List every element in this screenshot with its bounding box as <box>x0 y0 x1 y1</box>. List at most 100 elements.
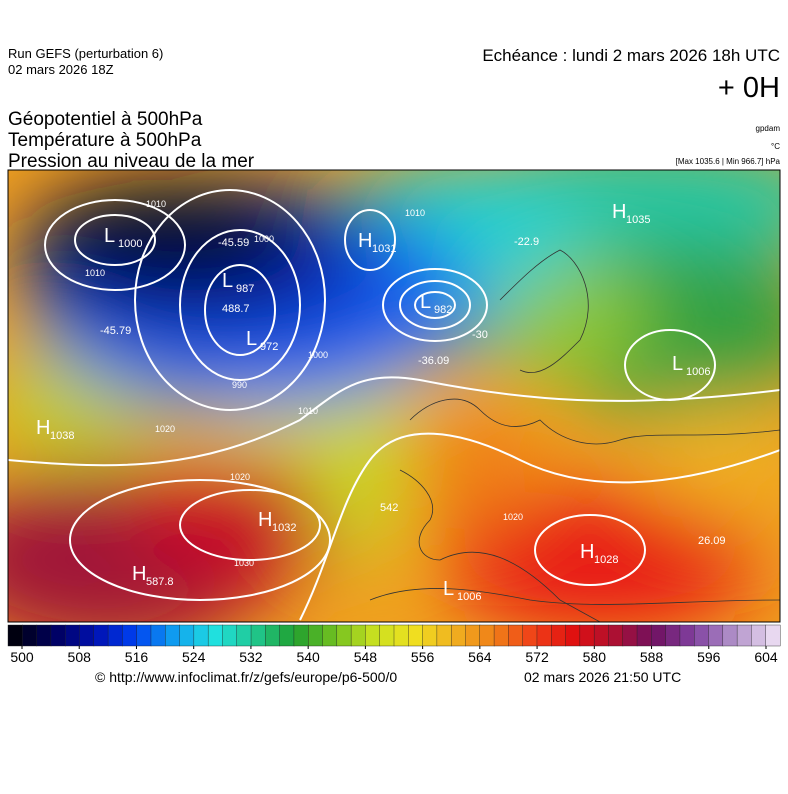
isobar-label: 1020 <box>230 472 250 482</box>
colorbar-swatch <box>694 624 710 647</box>
colorbar-swatch <box>308 624 324 647</box>
run-name: Run GEFS (perturbation 6) <box>8 46 163 61</box>
run-date: 02 mars 2026 18Z <box>8 62 114 77</box>
colorbar-swatch <box>93 624 109 647</box>
temperature-label: -22.9 <box>514 236 539 248</box>
temperature-label: -45.59 <box>218 237 249 249</box>
source: © http://www.infoclimat.fr/z/gefs/europe… <box>95 669 397 685</box>
colorbar: 500 508 516 524 532 540 548 556 564 572 580 588 596 6… <box>7 624 781 665</box>
colorbar-swatch <box>22 624 38 647</box>
isobar-label: 1000 <box>254 234 274 244</box>
temperature-label: 26.09 <box>698 535 726 547</box>
colorbar-tick-label: 516 <box>125 649 149 665</box>
isobars <box>8 189 780 621</box>
colorbar-tick-label: 596 <box>697 649 721 665</box>
colorbar-tick-label: 524 <box>182 649 206 665</box>
pressure-center-value: 1038 <box>50 430 74 442</box>
colorbar-swatch <box>179 624 195 647</box>
title-line: Pression au niveau de la mer <box>8 151 255 172</box>
temperature-label: -30 <box>472 329 488 341</box>
colorbar-swatch <box>736 624 752 647</box>
colorbar-swatch <box>7 624 23 647</box>
pressure-center-value: 1006 <box>457 591 481 603</box>
colorbar-swatch <box>36 624 52 647</box>
colorbar-swatch <box>207 624 223 647</box>
colorbar-tick-label: 604 <box>754 649 778 665</box>
pressure-center-symbol: H <box>580 541 594 563</box>
colorbar-swatch <box>79 624 95 647</box>
colorbar-swatch <box>165 624 181 647</box>
colorbar-swatch <box>450 624 466 647</box>
colorbar-tick-label: 572 <box>525 649 549 665</box>
pressure-center-symbol: H <box>358 230 372 252</box>
colorbar-swatch <box>250 624 266 647</box>
colorbar-swatch <box>336 624 352 647</box>
colorbar-swatch <box>565 624 581 647</box>
pressure-center-value: 1006 <box>686 366 710 378</box>
colorbar-swatch <box>608 624 624 647</box>
colorbar-swatch <box>679 624 695 647</box>
pressure-center-value: 1032 <box>272 522 296 534</box>
colorbar-tick-label: 556 <box>411 649 435 665</box>
isobar-label: 1030 <box>234 558 254 568</box>
colorbar-swatch <box>265 624 281 647</box>
colorbar-swatch <box>665 624 681 647</box>
colorbar-swatch <box>193 624 209 647</box>
isobar-label: 1020 <box>155 424 175 434</box>
isobar-label: 990 <box>232 380 247 390</box>
colorbar-swatch <box>150 624 166 647</box>
colorbar-swatch <box>651 624 667 647</box>
colorbar-tick-label: 500 <box>10 649 34 665</box>
colorbar-swatch <box>408 624 424 647</box>
map-frame <box>7 169 781 623</box>
pressure-center-symbol: L <box>420 291 431 313</box>
pressure-center-symbol: L <box>104 225 115 247</box>
colorbar-tick-label: 580 <box>583 649 607 665</box>
lead-time: + 0H <box>718 72 780 104</box>
colorbar-swatch <box>365 624 381 647</box>
colorbar-tick-label: 548 <box>354 649 378 665</box>
pressure-center-symbol: H <box>258 509 272 531</box>
colorbar-swatch <box>122 624 138 647</box>
temperature-label: -45.79 <box>100 325 131 337</box>
title-line: Géopotentiel à 500hPa <box>8 109 203 130</box>
colorbar-swatch <box>350 624 366 647</box>
unit-label: °C <box>771 142 780 151</box>
colorbar-swatch <box>465 624 481 647</box>
temperature-label: 542 <box>380 502 398 514</box>
pressure-center-value: 1028 <box>594 554 618 566</box>
unit-label: [Max 1035.6 | Min 966.7] hPa <box>676 157 781 166</box>
colorbar-swatch <box>393 624 409 647</box>
pressure-center-value: 1000 <box>118 238 142 250</box>
colorbar-swatch <box>751 624 767 647</box>
valid-time: Echéance : lundi 2 mars 2026 18h UTC <box>482 46 780 65</box>
colorbar-swatch <box>536 624 552 647</box>
colorbar-swatch <box>293 624 309 647</box>
colorbar-swatch <box>593 624 609 647</box>
temperature-label: 488.7 <box>222 303 250 315</box>
colorbar-swatch <box>322 624 338 647</box>
isobar-label: 1010 <box>146 199 166 209</box>
colorbar-swatch <box>551 624 567 647</box>
pressure-center-value: 587.8 <box>146 576 174 588</box>
coastlines <box>369 249 780 622</box>
unit-label: gpdam <box>756 124 781 133</box>
colorbar-swatch <box>236 624 252 647</box>
colorbar-swatch <box>522 624 538 647</box>
colorbar-swatch <box>722 624 738 647</box>
isobar-label: 1020 <box>503 512 523 522</box>
colorbar-swatch <box>279 624 295 647</box>
colorbar-swatch <box>50 624 66 647</box>
colorbar-tick-label: 508 <box>68 649 92 665</box>
colorbar-swatch <box>107 624 123 647</box>
isobar-label: 1010 <box>405 208 425 218</box>
pressure-center-symbol: H <box>132 563 146 585</box>
generated-time: 02 mars 2026 21:50 UTC <box>524 669 681 685</box>
pressure-center-symbol: L <box>672 353 683 375</box>
colorbar-tick-label: 588 <box>640 649 664 665</box>
colorbar-swatch <box>379 624 395 647</box>
colorbar-swatch <box>493 624 509 647</box>
